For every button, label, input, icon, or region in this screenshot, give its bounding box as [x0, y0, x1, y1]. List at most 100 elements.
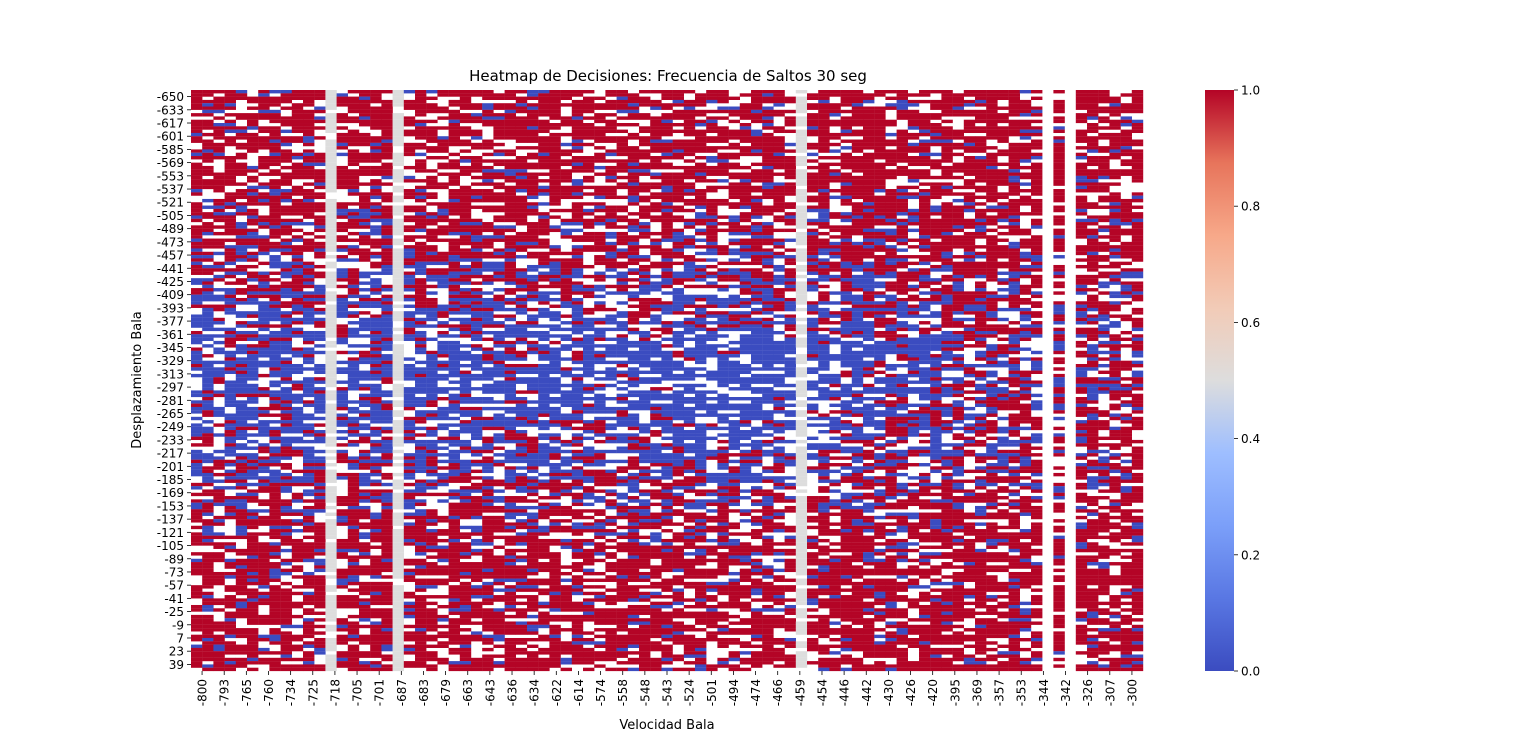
heatmap-cell	[605, 189, 617, 193]
heatmap-cell	[336, 621, 348, 625]
heatmap-cell	[269, 162, 281, 167]
heatmap-cell	[325, 637, 337, 642]
heatmap-cell	[224, 251, 236, 256]
heatmap-cell	[359, 152, 371, 157]
heatmap-cell	[571, 109, 584, 114]
heatmap-cell	[493, 562, 505, 566]
heatmap-cell	[504, 657, 516, 662]
heatmap-cell	[336, 453, 348, 457]
heatmap-cell	[258, 241, 270, 246]
heatmap-cell	[224, 397, 236, 401]
heatmap-cell	[415, 552, 427, 556]
heatmap-cell	[571, 281, 584, 285]
heatmap-cell	[583, 222, 595, 226]
heatmap-cell	[191, 96, 203, 100]
heatmap-cell	[560, 96, 572, 100]
heatmap-cell	[224, 571, 236, 576]
heatmap-cell	[202, 215, 214, 219]
heatmap-cell	[482, 568, 494, 573]
heatmap-cell	[571, 126, 584, 130]
heatmap-cell	[392, 496, 404, 500]
heatmap-cell	[224, 344, 236, 348]
heatmap-cell	[493, 611, 505, 615]
heatmap-cell	[504, 347, 516, 351]
heatmap-cell	[336, 406, 348, 411]
heatmap-cell	[448, 664, 460, 668]
heatmap-cell	[280, 99, 292, 104]
heatmap-cell	[459, 423, 472, 427]
heatmap-cell	[415, 601, 427, 606]
heatmap-cell	[504, 268, 516, 272]
heatmap-cell	[471, 565, 483, 569]
heatmap-cell	[571, 443, 584, 447]
heatmap-cell	[504, 558, 516, 563]
heatmap-cell	[415, 241, 427, 246]
heatmap-cell	[594, 132, 606, 137]
heatmap-cell	[605, 106, 617, 110]
heatmap-cell	[258, 360, 270, 365]
heatmap-cell	[403, 459, 416, 464]
heatmap-cell	[314, 307, 326, 312]
heatmap-cell	[426, 651, 438, 655]
heatmap-cell	[437, 202, 449, 206]
heatmap-cell	[459, 654, 472, 658]
heatmap-cell	[403, 515, 416, 520]
heatmap-cell	[291, 162, 304, 167]
heatmap-cell	[303, 103, 315, 107]
heatmap-cell	[291, 321, 304, 325]
heatmap-cell	[594, 248, 606, 252]
heatmap-cell	[202, 634, 214, 639]
heatmap-cell	[247, 519, 259, 523]
heatmap-cell	[482, 373, 494, 378]
heatmap-cell	[459, 446, 472, 450]
heatmap-cell	[325, 90, 337, 94]
heatmap-cell	[235, 251, 248, 256]
heatmap-cell	[515, 420, 528, 424]
heatmap-cell	[538, 185, 550, 190]
heatmap-cell	[504, 291, 516, 295]
heatmap-cell	[314, 228, 326, 233]
heatmap-cell	[403, 132, 416, 137]
heatmap-cell	[213, 132, 225, 137]
heatmap-cell	[549, 169, 561, 173]
heatmap-cell	[280, 449, 292, 454]
heatmap-cell	[571, 354, 584, 358]
heatmap-cell	[403, 175, 416, 180]
heatmap-cell	[459, 192, 472, 196]
heatmap-cell	[594, 456, 606, 460]
heatmap-cell	[594, 205, 606, 209]
heatmap-cell	[291, 307, 304, 312]
heatmap-cell	[202, 644, 214, 648]
heatmap-cell	[538, 297, 550, 302]
heatmap-cell	[269, 99, 281, 104]
heatmap-cell	[347, 519, 360, 523]
heatmap-cell	[594, 113, 606, 117]
heatmap-cell	[269, 406, 281, 411]
heatmap-cell	[415, 284, 427, 289]
heatmap-cell	[549, 179, 561, 183]
heatmap-cell	[493, 499, 505, 503]
heatmap-cell	[303, 525, 315, 530]
heatmap-cell	[583, 618, 595, 622]
heatmap-cell	[493, 274, 505, 279]
heatmap-cell	[437, 472, 449, 477]
heatmap-cell	[448, 126, 460, 130]
heatmap-cell	[224, 113, 236, 117]
heatmap-cell	[269, 413, 281, 417]
heatmap-cell	[280, 90, 292, 94]
heatmap-cell	[235, 608, 248, 612]
heatmap-cell	[482, 529, 494, 533]
heatmap-cell	[213, 321, 225, 325]
heatmap-cell	[515, 370, 528, 374]
heatmap-cell	[594, 116, 606, 120]
heatmap-cell	[325, 344, 337, 348]
heatmap-cell	[247, 482, 259, 487]
heatmap-cell	[291, 192, 304, 196]
heatmap-cell	[224, 360, 236, 365]
heatmap-cell	[403, 317, 416, 322]
heatmap-cell	[549, 509, 561, 513]
heatmap-cell	[415, 235, 427, 239]
heatmap-cell	[370, 202, 382, 206]
heatmap-cell	[235, 423, 248, 427]
heatmap-cell	[359, 304, 371, 308]
